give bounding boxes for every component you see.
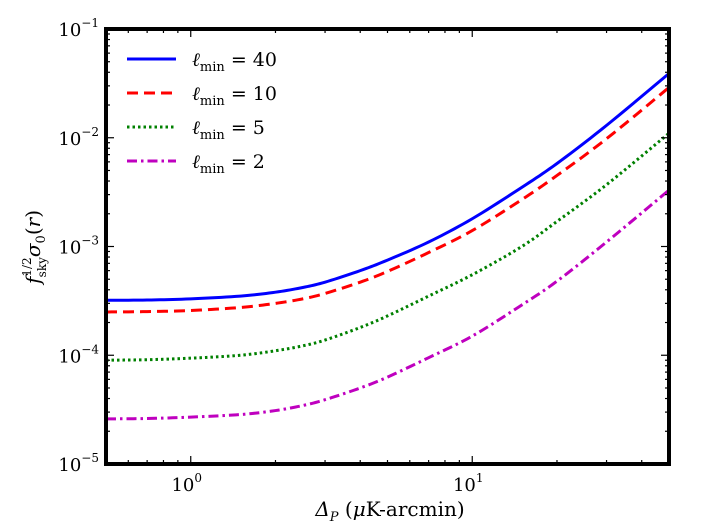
series-line-2	[105, 86, 670, 314]
plot-frame	[104, 27, 671, 466]
legend-entry-4: ℓmin = 2	[192, 151, 265, 177]
y-tick-label: 10−5	[58, 451, 99, 476]
series-line-3	[105, 132, 670, 362]
x-tick-labels: 100 101	[171, 471, 483, 496]
legend-entry-1: ℓmin = 40	[192, 49, 277, 75]
y-tick-label: 10−2	[58, 125, 99, 150]
series-line-4	[105, 188, 670, 421]
axis-ticks	[105, 28, 670, 465]
legend-entry-3: ℓmin = 5	[192, 117, 265, 143]
series-lines	[105, 72, 670, 421]
y-tick-label: 10−4	[58, 342, 99, 367]
y-tick-label: 10−3	[58, 234, 99, 259]
legend: ℓmin = 40 ℓmin = 10 ℓmin = 5 ℓmin = 2	[127, 49, 277, 177]
y-tick-labels: 10−5 10−4 10−3 10−2 10−1	[58, 16, 99, 476]
series-line-1	[105, 72, 670, 302]
legend-entry-2: ℓmin = 10	[192, 83, 277, 109]
x-tick-label: 100	[171, 471, 202, 496]
x-axis-label: ΔP (μK-arcmin)	[314, 497, 464, 525]
x-tick-label: 101	[453, 471, 484, 496]
y-tick-label: 10−1	[58, 16, 99, 41]
y-axis-label: f1/2skyσ0(r)	[20, 210, 49, 286]
